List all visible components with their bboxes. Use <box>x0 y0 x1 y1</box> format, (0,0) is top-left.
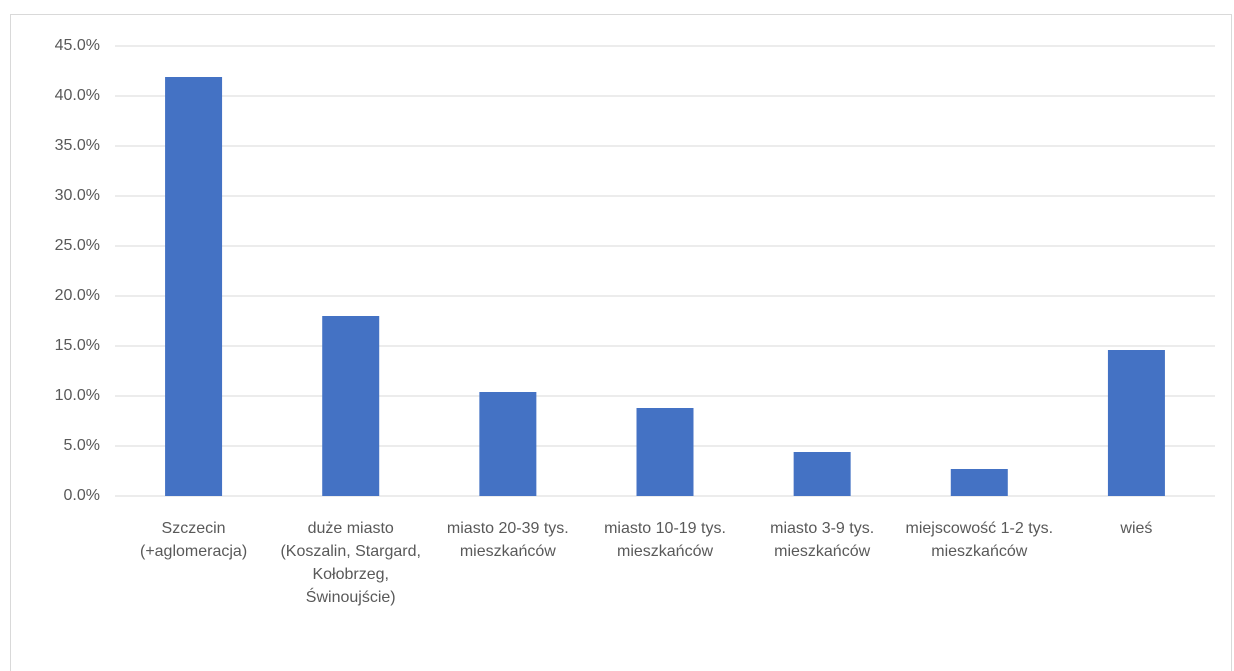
bar <box>165 77 223 496</box>
y-tick-label: 5.0% <box>64 437 100 454</box>
bar <box>793 452 851 496</box>
y-tick-label: 0.0% <box>64 487 100 504</box>
x-tick-label: miasto 3-9 tys. mieszkańców <box>770 520 875 560</box>
bar <box>322 316 380 496</box>
y-tick-label: 30.0% <box>55 187 100 204</box>
x-tick-label: miasto 10-19 tys. mieszkańców <box>604 520 726 560</box>
chart-frame <box>10 14 1232 671</box>
y-tick-label: 20.0% <box>55 287 100 304</box>
y-tick-label: 15.0% <box>55 337 100 354</box>
x-tick-label: wieś <box>1120 520 1153 537</box>
x-tick-label: Szczecin (+aglomeracja) <box>139 520 248 560</box>
y-tick-label: 35.0% <box>55 137 100 154</box>
bar <box>479 392 537 496</box>
bar <box>636 408 694 496</box>
x-tick-label: miasto 20-39 tys. mieszkańców <box>446 520 569 560</box>
y-tick-label: 45.0% <box>55 37 100 54</box>
y-tick-label: 10.0% <box>55 387 100 404</box>
x-tick-label: duże miasto (Koszalin, Stargard, Kołobrz… <box>280 520 421 606</box>
x-tick-label: miejscowość 1-2 tys. mieszkańców <box>905 520 1054 560</box>
bar <box>950 469 1008 496</box>
bar <box>1107 350 1165 496</box>
y-tick-label: 40.0% <box>55 87 100 104</box>
y-tick-label: 25.0% <box>55 237 100 254</box>
